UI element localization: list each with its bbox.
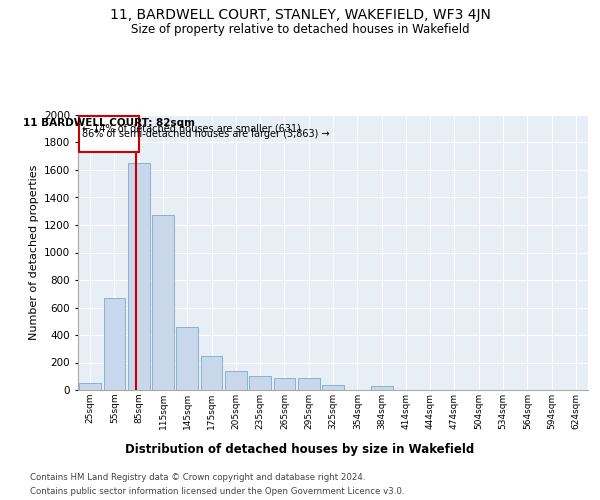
Bar xyxy=(176,327,198,390)
Bar xyxy=(152,216,174,390)
Bar xyxy=(200,356,223,390)
Text: Contains public sector information licensed under the Open Government Licence v3: Contains public sector information licen… xyxy=(30,488,404,496)
Bar xyxy=(298,378,320,390)
Bar xyxy=(225,372,247,390)
Bar xyxy=(79,383,101,390)
Text: Size of property relative to detached houses in Wakefield: Size of property relative to detached ho… xyxy=(131,22,469,36)
FancyBboxPatch shape xyxy=(79,116,139,152)
Bar xyxy=(104,298,125,390)
Text: 86% of semi-detached houses are larger (3,863) →: 86% of semi-detached houses are larger (… xyxy=(82,130,329,140)
Text: Distribution of detached houses by size in Wakefield: Distribution of detached houses by size … xyxy=(125,442,475,456)
Text: 11, BARDWELL COURT, STANLEY, WAKEFIELD, WF3 4JN: 11, BARDWELL COURT, STANLEY, WAKEFIELD, … xyxy=(110,8,490,22)
Bar xyxy=(322,384,344,390)
Y-axis label: Number of detached properties: Number of detached properties xyxy=(29,165,38,340)
Text: 11 BARDWELL COURT: 82sqm: 11 BARDWELL COURT: 82sqm xyxy=(23,118,195,128)
Bar xyxy=(128,163,149,390)
Text: Contains HM Land Registry data © Crown copyright and database right 2024.: Contains HM Land Registry data © Crown c… xyxy=(30,472,365,482)
Bar xyxy=(371,386,392,390)
Text: ← 14% of detached houses are smaller (631): ← 14% of detached houses are smaller (63… xyxy=(82,124,301,134)
Bar xyxy=(274,378,295,390)
Bar xyxy=(249,376,271,390)
